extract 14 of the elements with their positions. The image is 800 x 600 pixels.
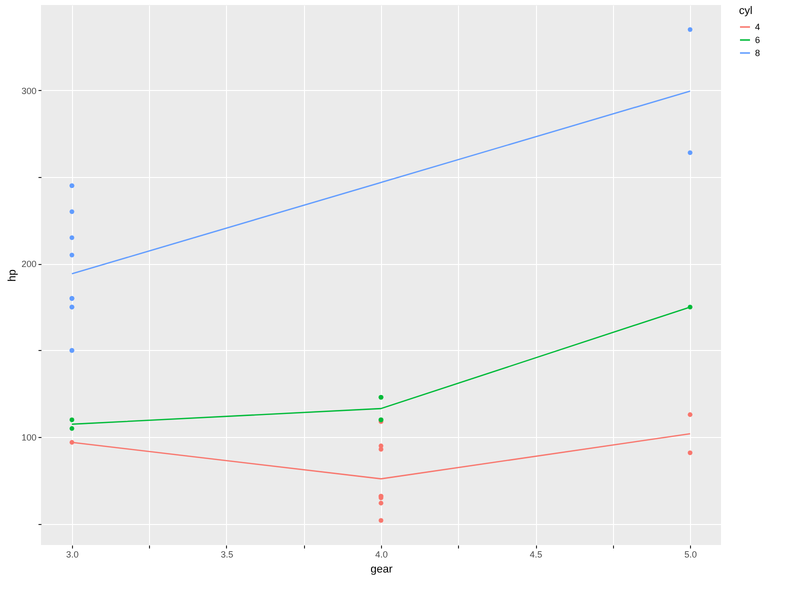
legend-label: 8 bbox=[755, 48, 760, 58]
x-tick-label: 3.0 bbox=[66, 550, 79, 560]
legend-title: cyl bbox=[739, 5, 752, 17]
y-tick-label: 300 bbox=[21, 86, 36, 96]
y-tick-label: 200 bbox=[21, 259, 36, 270]
x-axis-title: gear bbox=[370, 564, 393, 576]
legend-label: 6 bbox=[755, 35, 760, 45]
y-axis-title: hp bbox=[6, 269, 18, 282]
y-tick-label: 100 bbox=[21, 432, 36, 443]
x-tick-label: 4.5 bbox=[530, 550, 542, 560]
x-tick-label: 5.0 bbox=[684, 550, 697, 560]
x-tick-label: 4.0 bbox=[375, 550, 388, 560]
legend-label: 4 bbox=[755, 22, 760, 32]
x-tick-label: 3.5 bbox=[220, 550, 234, 560]
